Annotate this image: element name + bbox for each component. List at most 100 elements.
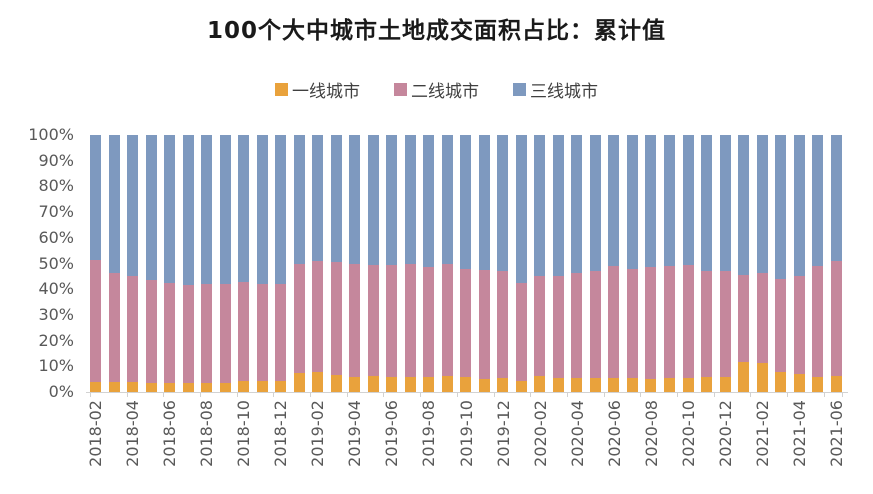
x-axis-tick: [236, 393, 238, 397]
segment-一线城市: [793, 374, 805, 392]
segment-二线城市: [626, 268, 638, 378]
page-title: 100个大中城市土地成交面积占比：累计值: [206, 18, 666, 44]
bar-2018-08: [201, 135, 213, 392]
segment-一线城市: [423, 377, 435, 392]
x-axis-tick: [842, 393, 843, 397]
segment-二线城市: [552, 275, 564, 378]
x-axis-tick: [566, 393, 568, 397]
bar-2019-11: [478, 135, 490, 392]
bar-2021-01: [738, 135, 750, 392]
segment-一线城市: [182, 383, 194, 392]
bar-2021-03: [775, 135, 787, 392]
segment-二线城市: [775, 279, 787, 373]
bar-2019-07: [404, 135, 416, 392]
segment-三线城市: [238, 135, 250, 282]
bar-2019-03: [330, 135, 342, 392]
y-tick-label: 20%: [38, 330, 74, 350]
bar-2020-02: [534, 135, 546, 392]
legend-swatch-icon: [394, 83, 407, 96]
segment-一线城市: [367, 376, 379, 392]
segment-二线城市: [219, 283, 231, 383]
segment-一线城市: [386, 377, 398, 392]
segment-三线城市: [830, 135, 842, 262]
x-axis-tick: [530, 393, 532, 397]
segment-二线城市: [571, 272, 583, 378]
bar-2019-05: [367, 135, 379, 392]
segment-二线城市: [682, 265, 694, 378]
bar-2021-06: [830, 135, 842, 392]
segment-二线城市: [719, 271, 731, 378]
legend-item-3: 三线城市: [513, 77, 598, 102]
segment-一线城市: [756, 362, 768, 392]
segment-一线城市: [645, 378, 657, 392]
x-axis-tick: [200, 393, 202, 397]
segment-二线城市: [386, 264, 398, 378]
bar-2019-06: [386, 135, 398, 392]
segment-二线城市: [312, 260, 324, 373]
x-axis-tick: [346, 393, 348, 397]
segment-二线城市: [441, 264, 453, 377]
stacked-bar-plot: [90, 135, 842, 392]
segment-二线城市: [108, 273, 120, 383]
segment-二线城市: [701, 271, 713, 378]
y-tick-label: 0%: [48, 382, 74, 401]
segment-三线城市: [367, 135, 379, 265]
bar-2018-02: [90, 135, 101, 392]
segment-一线城市: [404, 377, 416, 392]
segment-三线城市: [571, 135, 583, 273]
bar-2020-10: [682, 135, 694, 392]
bar-2020-07: [626, 135, 638, 392]
segment-三线城市: [608, 135, 620, 266]
segment-一线城市: [164, 382, 176, 392]
segment-一线城市: [349, 376, 361, 392]
segment-三线城市: [312, 135, 324, 261]
segment-三线城市: [219, 135, 231, 284]
x-axis-tick: [603, 393, 605, 397]
segment-二线城市: [330, 262, 342, 376]
segment-一线城市: [90, 381, 101, 392]
segment-三线城市: [460, 135, 472, 269]
y-tick-label: 90%: [38, 150, 74, 170]
segment-三线城市: [386, 135, 398, 265]
y-tick-label: 40%: [38, 279, 74, 299]
x-axis-tick: [456, 393, 458, 397]
segment-二线城市: [164, 283, 176, 383]
segment-一线城市: [238, 381, 250, 392]
bar-2020-03: [552, 135, 564, 392]
bar-2018-12: [275, 135, 287, 392]
x-axis-tick: [823, 393, 825, 397]
bar-2021-05: [812, 135, 824, 392]
segment-一线城市: [275, 381, 287, 392]
segment-二线城市: [738, 274, 750, 363]
bar-2018-06: [164, 135, 176, 392]
bar-2021-02: [756, 135, 768, 392]
segment-三线城市: [626, 135, 638, 269]
segment-二线城市: [645, 266, 657, 379]
segment-一线城市: [775, 372, 787, 392]
segment-三线城市: [738, 135, 750, 275]
legend-label: 二线城市: [411, 82, 479, 102]
segment-二线城市: [293, 263, 305, 374]
segment-一线城市: [626, 377, 638, 392]
bar-2018-05: [145, 135, 157, 392]
x-axis-tick: [493, 393, 495, 397]
segment-二线城市: [275, 284, 287, 382]
segment-三线城市: [293, 135, 305, 264]
segment-三线城市: [423, 135, 435, 268]
bar-2020-12: [719, 135, 731, 392]
segment-三线城市: [552, 135, 564, 276]
segment-一线城市: [460, 377, 472, 392]
segment-一线城市: [719, 377, 731, 392]
y-tick-label: 80%: [38, 176, 74, 196]
legend-label: 三线城市: [530, 82, 598, 102]
segment-三线城市: [645, 135, 657, 267]
bar-2020-06: [608, 135, 620, 392]
segment-三线城市: [404, 135, 416, 264]
segment-二线城市: [812, 266, 824, 378]
bar-2019-10: [460, 135, 472, 392]
segment-二线城市: [534, 275, 546, 376]
bar-2018-04: [127, 135, 139, 392]
segment-二线城市: [145, 279, 157, 384]
segment-三线城市: [256, 135, 268, 284]
segment-一线城市: [534, 375, 546, 392]
